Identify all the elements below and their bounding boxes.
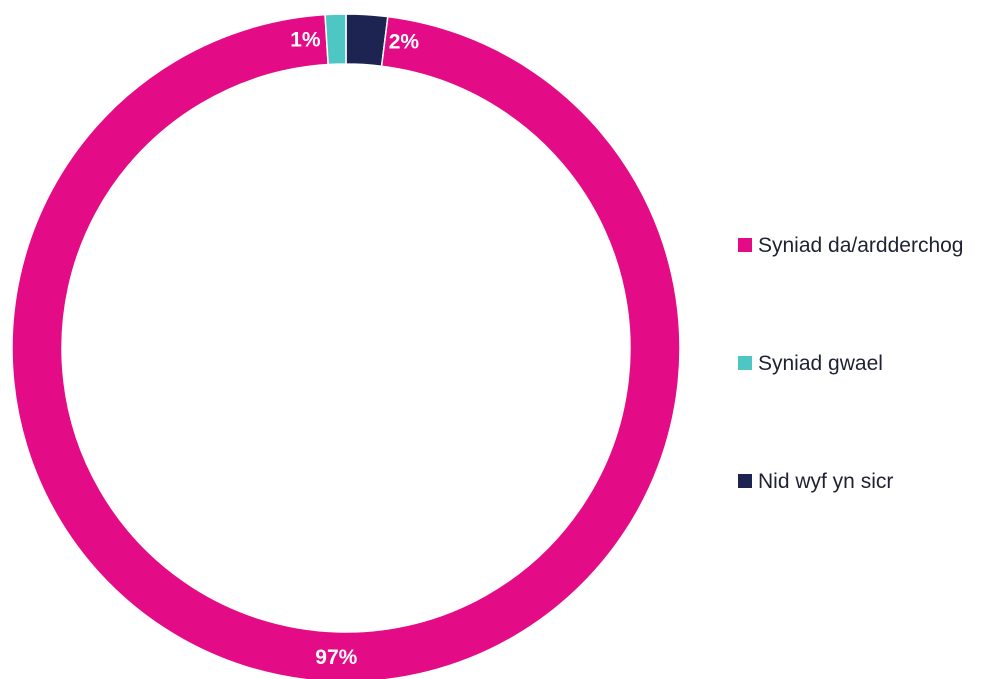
data-label-2: 2% (389, 30, 420, 53)
donut-slices (11, 13, 681, 679)
donut-slice-1 (324, 13, 347, 66)
legend-label-2: Nid wyf yn sicr (758, 470, 893, 493)
legend-label-0: Syniad da/ardderchog (758, 234, 963, 257)
donut-slice-2 (345, 13, 389, 68)
legend-item-2: Nid wyf yn sicr (738, 470, 893, 493)
legend-swatch-0 (738, 238, 752, 252)
chart-legend: Syniad da/ardderchog Syniad gwael Nid wyf … (738, 234, 963, 493)
legend-swatch-1 (738, 356, 752, 370)
donut-slice-0 (11, 13, 681, 679)
legend-item-0: Syniad da/ardderchog (738, 234, 963, 257)
data-label-0: 97% (315, 646, 357, 669)
legend-label-1: Syniad gwael (758, 352, 883, 375)
legend-item-1: Syniad gwael (738, 352, 883, 375)
data-label-1: 1% (290, 29, 321, 52)
donut-data-labels: 97% 1% 2% (290, 29, 419, 669)
legend-swatch-2 (738, 474, 752, 488)
